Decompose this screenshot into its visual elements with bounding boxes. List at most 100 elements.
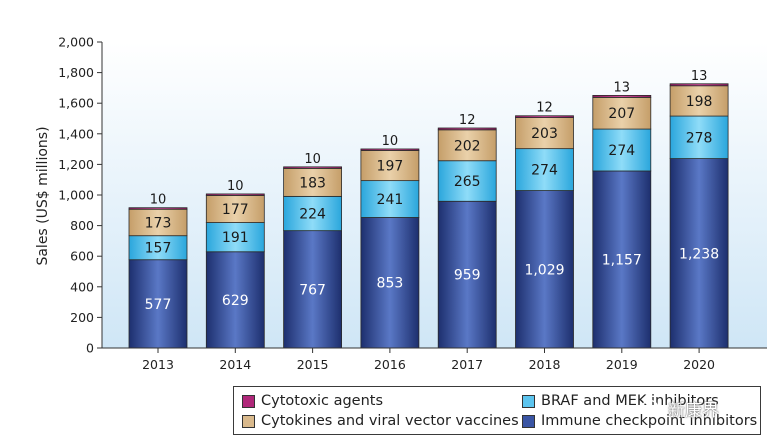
legend-swatch [522, 414, 535, 428]
watermark: 新康界 [642, 395, 764, 421]
x-tick-label: 2017 [451, 357, 483, 372]
legend-item-braf-mek: BRAF and MEK inhibitors [522, 393, 719, 409]
bar-segment [205, 193, 265, 196]
data-label: 173 [145, 215, 172, 231]
bar-segment [437, 129, 497, 162]
bar-segment [283, 195, 343, 232]
data-label: 13 [691, 69, 708, 84]
data-label: 1,157 [602, 252, 642, 268]
legend: Cytotoxic agents BRAF and MEK inhibitors… [233, 386, 761, 435]
legend-label: Cytokines and viral vector vaccines [261, 413, 519, 429]
data-label: 12 [536, 101, 553, 116]
x-tick-label: 2013 [142, 357, 174, 372]
x-tick-label: 2016 [374, 357, 406, 372]
data-label: 10 [150, 193, 167, 208]
bar-segment [515, 117, 574, 150]
bar-segment [205, 195, 265, 223]
bar-segment [205, 251, 265, 349]
x-tick-label: 2019 [606, 357, 638, 372]
data-label: 177 [222, 202, 249, 218]
y-tick-label: 1,600 [58, 96, 94, 111]
data-label: 1,238 [679, 246, 719, 262]
bar-segment [283, 167, 343, 197]
plot-background [102, 42, 767, 348]
data-label: 13 [614, 80, 631, 95]
x-axis: 2013 2014 2015 2016 2017 2018 2019 2020 [102, 347, 767, 372]
bar-segment [437, 127, 497, 131]
data-label: 12 [459, 113, 476, 128]
y-tick-label: 800 [70, 218, 94, 233]
data-label: 197 [377, 159, 404, 175]
legend-item-cytotoxic: Cytotoxic agents [242, 393, 383, 409]
data-label: 10 [227, 179, 244, 194]
legend-swatch [522, 394, 535, 408]
bar-segment [592, 94, 652, 98]
data-label: 241 [377, 192, 404, 208]
legend-label: Immune checkpoint inhibitors [541, 413, 758, 429]
y-axis: 0 200 400 600 800 1,000 1,200 1,400 1,600 1,800 2,… [58, 35, 103, 356]
data-label: 278 [686, 130, 713, 146]
data-label: 10 [382, 134, 399, 149]
data-label: 629 [222, 293, 249, 309]
x-tick-label: 2014 [219, 357, 251, 372]
bar-segment [515, 148, 574, 191]
bar-segment [205, 222, 265, 253]
bars: 577 157 173 10 629 191 177 10 767 224 183 10 853 241 1… [128, 69, 729, 349]
data-label: 274 [531, 163, 558, 179]
legend-label: Cytotoxic agents [261, 393, 384, 409]
data-label: 10 [304, 152, 321, 167]
y-tick-label: 600 [70, 249, 94, 264]
data-label: 202 [454, 138, 481, 154]
data-label: 767 [299, 282, 326, 298]
bar-segment [360, 180, 420, 218]
y-tick-label: 2,000 [58, 35, 94, 50]
data-label: 198 [686, 94, 713, 110]
y-tick-label: 1,000 [58, 188, 94, 203]
y-tick-label: 0 [86, 341, 94, 356]
data-label: 265 [454, 174, 481, 190]
data-label: 274 [608, 143, 635, 159]
data-label: 183 [299, 175, 326, 191]
bar-segment [128, 207, 188, 210]
wechat-icon [642, 399, 664, 416]
legend-item-cytokines: Cytokines and viral vector vaccines [242, 413, 519, 429]
x-tick-label: 2018 [529, 357, 561, 372]
bar-segment [360, 217, 420, 349]
data-label: 1,029 [524, 262, 564, 278]
data-label: 577 [145, 297, 172, 313]
bar-segment [592, 128, 652, 172]
legend-item-checkpoint: Immune checkpoint inhibitors [522, 413, 757, 429]
bar-segment [669, 158, 729, 349]
y-tick-label: 1,200 [58, 157, 94, 172]
y-tick-label: 1,800 [58, 65, 94, 80]
data-label: 207 [608, 106, 635, 122]
data-label: 203 [531, 126, 558, 142]
legend-swatch [242, 414, 255, 428]
bar-segment [515, 190, 574, 349]
bar-segment [283, 230, 343, 349]
y-tick-label: 1,400 [58, 126, 94, 141]
stacked-bar-chart: 0 200 400 600 800 1,000 1,200 1,400 1,600 1,800 2,… [35, 35, 767, 372]
bar-segment [669, 85, 729, 117]
data-label: 224 [299, 207, 326, 223]
bar-segment [128, 259, 188, 349]
bar-segment [437, 160, 497, 202]
data-label: 853 [377, 276, 404, 292]
data-label: 959 [454, 268, 481, 284]
bar-segment [437, 200, 497, 349]
y-tick-label: 200 [70, 310, 94, 325]
x-tick-label: 2015 [297, 357, 329, 372]
y-tick-label: 400 [70, 279, 94, 294]
bar-segment [592, 96, 652, 130]
data-label: 157 [145, 241, 172, 257]
bar-segment [515, 115, 574, 118]
watermark-text: 新康界 [668, 400, 719, 421]
y-axis-label: Sales (US$ millions) [35, 126, 51, 265]
legend-label: BRAF and MEK inhibitors [541, 393, 719, 409]
bar-segment [669, 115, 729, 159]
bar-segment [283, 166, 343, 169]
data-label: 191 [222, 230, 249, 246]
bar-segment [592, 170, 652, 349]
legend-swatch [242, 394, 255, 408]
bar-segment [360, 148, 420, 151]
